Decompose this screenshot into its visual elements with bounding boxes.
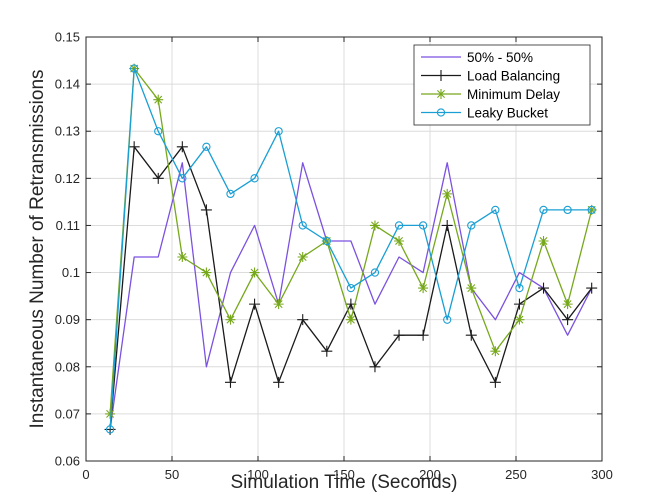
data-point-load-balancing [369,361,381,373]
data-point-load-balancing [224,376,236,388]
legend-item-load-balancing: Load Balancing [421,69,560,84]
data-point-leaky-bucket [418,221,428,230]
data-point-leaky-bucket [178,174,187,183]
legend-marker [435,70,447,81]
data-point-leaky-bucket [130,64,139,73]
y-tick-label: 0.08 [55,359,80,374]
y-tick-label: 0.11 [56,218,80,233]
legend-label: 50% - 50% [467,50,533,65]
data-point-minimum-delay [394,235,405,246]
data-point-load-balancing [176,141,188,153]
series-group [104,63,598,435]
data-point-load-balancing [465,329,477,341]
data-point-leaky-bucket [154,127,163,136]
legend-item-50-50: 50% - 50% [421,50,533,65]
legend-marker [436,108,446,117]
legend-item-leaky-bucket: Leaky Bucket [421,106,548,121]
legend: 50% - 50% Load Balancing Minimum Delay Leak… [413,44,591,126]
data-point-leaky-bucket [250,174,259,183]
y-tick-label: 0.07 [55,406,80,421]
data-point-load-balancing [273,376,285,388]
data-point-minimum-delay [273,299,284,310]
data-point-load-balancing [297,314,309,326]
ticks: 0 50 100 150 200 250 300 0.06 0.07 0.08 0.09 0.1 0.1… [55,30,613,483]
y-tick-label: 0.13 [55,124,80,139]
data-point-load-balancing [417,329,429,341]
legend-box [413,44,591,126]
y-tick-label: 0.15 [55,30,80,45]
data-point-minimum-delay [369,220,380,231]
data-point-leaky-bucket [105,425,115,434]
data-point-load-balancing [538,282,550,294]
y-tick-label: 0.09 [55,312,80,327]
data-point-load-balancing [249,298,261,310]
data-point-load-balancing [586,282,598,294]
data-point-leaky-bucket [563,205,572,215]
series-leaky-bucket [105,64,596,434]
legend-item-minimum-delay: Minimum Delay [421,87,560,102]
data-point-leaky-bucket [394,221,404,230]
data-point-minimum-delay [105,408,116,419]
data-point-load-balancing [441,219,453,231]
data-point-load-balancing [128,141,140,153]
data-point-minimum-delay [249,267,260,278]
data-point-minimum-delay [562,299,573,310]
data-point-minimum-delay [153,94,164,105]
series-line-50-50 [109,162,593,430]
data-point-leaky-bucket [370,268,380,277]
x-tick-label: 50 [165,467,179,482]
y-tick-label: 0.14 [55,77,80,92]
data-point-load-balancing [562,314,574,326]
data-point-minimum-delay [225,314,236,325]
legend-marker [436,89,446,99]
data-point-leaky-bucket [202,142,211,151]
data-point-minimum-delay [538,235,549,246]
y-tick-label: 0.06 [55,454,80,469]
data-point-minimum-delay [514,314,525,325]
data-point-leaky-bucket [539,205,548,215]
legend-label: Leaky Bucket [467,106,548,121]
data-point-leaky-bucket [346,283,356,293]
x-tick-label: 200 [419,467,441,482]
data-point-leaky-bucket [587,205,596,215]
data-point-leaky-bucket [298,221,307,230]
data-point-leaky-bucket [515,283,524,293]
data-point-load-balancing [200,204,212,216]
data-point-leaky-bucket [226,189,235,199]
data-point-leaky-bucket [491,205,500,215]
data-point-leaky-bucket [443,315,452,324]
x-tick-label: 250 [505,467,527,482]
data-point-load-balancing [489,376,501,388]
data-point-leaky-bucket [274,127,283,136]
y-axis-title: Instantaneous Number of Retransmissions [27,69,48,428]
series-50-50 [109,162,593,430]
data-point-minimum-delay [345,314,356,325]
data-point-load-balancing [513,298,525,310]
data-point-minimum-delay [466,283,477,294]
data-point-minimum-delay [201,267,212,278]
y-tick-label: 0.12 [55,171,80,186]
y-tick-label: 0.1 [62,265,80,280]
data-point-load-balancing [152,172,164,184]
x-tick-label: 150 [333,467,355,482]
x-tick-label: 100 [247,467,269,482]
data-point-leaky-bucket [467,221,476,230]
data-point-load-balancing [393,329,405,341]
x-axis-title: Simulation Time (Seconds) [230,472,457,493]
data-point-minimum-delay [442,188,453,199]
data-point-minimum-delay [418,283,429,294]
data-point-load-balancing [321,345,333,357]
data-point-minimum-delay [297,252,308,263]
x-tick-label: 0 [82,467,89,482]
legend-label: Load Balancing [467,69,560,84]
data-point-minimum-delay [490,346,501,357]
data-point-leaky-bucket [322,236,331,246]
data-point-minimum-delay [177,252,188,263]
legend-label: Minimum Delay [467,87,560,102]
series-line-leaky-bucket [109,67,592,430]
x-tick-label: 300 [591,467,613,482]
